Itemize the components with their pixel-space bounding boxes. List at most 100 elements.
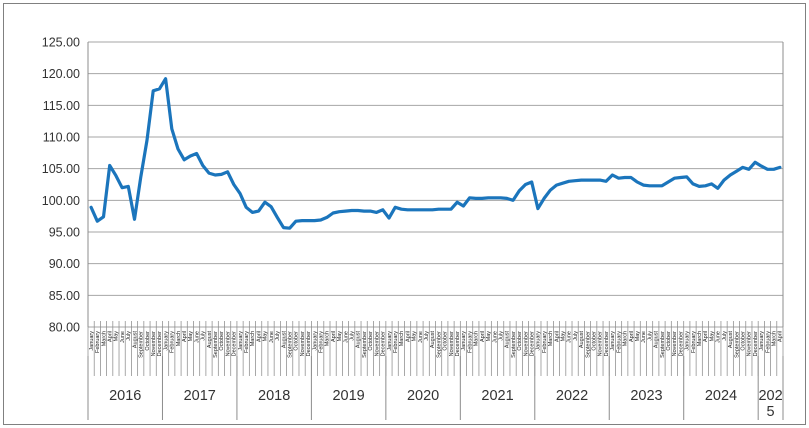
x-axis-month-label: December	[157, 331, 163, 357]
x-axis-month-label: August	[505, 331, 511, 349]
x-axis-month-label: June	[120, 331, 126, 343]
x-axis-month-label: August	[430, 331, 436, 349]
x-axis-month-label: August	[728, 331, 734, 349]
y-axis-tick-label: 105.00	[42, 162, 80, 176]
x-axis-month-label: May	[114, 331, 120, 342]
x-axis-month-label: July	[126, 331, 132, 341]
x-axis-month-label: October	[740, 331, 746, 351]
x-axis-month-label: September	[585, 331, 591, 358]
x-axis-month-label: February	[244, 331, 250, 353]
x-axis-month-label: July	[498, 331, 504, 341]
x-axis-month-label: April	[182, 331, 188, 342]
x-axis-month-label: December	[753, 331, 759, 357]
x-axis-month-label: April	[554, 331, 560, 342]
x-axis-month-label: March	[771, 331, 777, 346]
data-series-line	[89, 77, 782, 230]
x-axis-month-label: September	[213, 331, 219, 358]
x-axis-month-label: October	[294, 331, 300, 351]
year-label: 2020	[407, 388, 439, 404]
x-axis-month-label: October	[145, 331, 151, 351]
x-axis-month-label: December	[232, 331, 238, 357]
x-axis-month-label: June	[194, 331, 200, 343]
x-axis-month-label: December	[529, 331, 535, 357]
x-axis-month-label: July	[647, 331, 653, 341]
x-axis-month-label: December	[455, 331, 461, 357]
y-axis-tick-label: 125.00	[42, 36, 80, 50]
x-axis-month-label: January	[238, 331, 244, 351]
x-axis-month-label: June	[716, 331, 722, 343]
x-axis-month-label: May	[188, 331, 194, 342]
x-axis-month-label: November	[225, 331, 231, 357]
x-axis-month-label: August	[579, 331, 585, 349]
x-axis-month-label: December	[306, 331, 312, 357]
x-axis-month-label: December	[604, 331, 610, 357]
x-axis-month-label: June	[418, 331, 424, 343]
x-axis-month-label: February	[170, 331, 176, 353]
year-label: 2018	[258, 388, 290, 404]
x-axis-month-label: March	[399, 331, 405, 346]
x-axis-month-label: March	[325, 331, 331, 346]
x-axis-month-label: January	[536, 331, 542, 351]
x-axis-month-label: May	[709, 331, 715, 342]
y-axis-tick-label: 90.00	[49, 257, 80, 271]
x-axis-month-label: July	[424, 331, 430, 341]
y-axis-tick-label: 95.00	[49, 226, 80, 240]
x-axis-month-label: October	[517, 331, 523, 351]
x-axis-month-label: March	[623, 331, 629, 346]
x-axis-month-label: February	[616, 331, 622, 353]
x-axis-month-label: July	[350, 331, 356, 341]
year-label: 5	[767, 404, 775, 420]
x-axis-month-label: August	[281, 331, 287, 349]
x-axis-month-label: February	[467, 331, 473, 353]
x-axis-month-label: November	[598, 331, 604, 357]
x-axis-month-label: May	[337, 331, 343, 342]
x-axis-month-label: October	[592, 331, 598, 351]
x-axis-month-label: August	[654, 331, 660, 349]
x-axis-month-label: September	[287, 331, 293, 358]
x-axis-month-label: February	[319, 331, 325, 353]
x-axis-month-label: April	[629, 331, 635, 342]
x-axis-month-label: February	[691, 331, 697, 353]
x-axis-month-label: August	[356, 331, 362, 349]
x-axis-month-label: April	[256, 331, 262, 342]
x-axis-month-label: January	[163, 331, 169, 351]
year-label: 2019	[332, 388, 364, 404]
y-axis-tick-label: 80.00	[49, 321, 80, 335]
y-axis-tick-label: 115.00	[43, 99, 80, 113]
x-axis-month-label: June	[567, 331, 573, 343]
x-axis-month-label: January	[685, 331, 691, 351]
x-axis-month-label: August	[207, 331, 213, 349]
x-axis-month-label: January	[312, 331, 318, 351]
x-axis-month-label: October	[368, 331, 374, 351]
x-axis-month-label: November	[449, 331, 455, 357]
y-axis-tick-label: 85.00	[49, 289, 80, 303]
x-axis-month-label: September	[139, 331, 145, 358]
x-axis-month-label: April	[703, 331, 709, 342]
x-axis-month-label: November	[151, 331, 157, 357]
x-axis-month-label: December	[678, 331, 684, 357]
x-axis-month-label: September	[436, 331, 442, 358]
x-axis-month-label: January	[759, 331, 765, 351]
x-axis-month-label: September	[511, 331, 517, 358]
x-axis-month-label: March	[474, 331, 480, 346]
x-axis-month-label: February	[765, 331, 771, 353]
x-axis-month-label: July	[722, 331, 728, 341]
x-axis-month-label: March	[176, 331, 182, 346]
y-axis-tick-label: 100.00	[42, 194, 80, 208]
x-axis-month-label: October	[666, 331, 672, 351]
x-axis-month-label: May	[635, 331, 641, 342]
year-label: 2017	[184, 388, 216, 404]
x-axis-month-label: August	[132, 331, 138, 349]
x-axis-month-label: March	[548, 331, 554, 346]
year-label: 2021	[481, 388, 513, 404]
x-axis-month-label: July	[275, 331, 281, 341]
x-axis-month-label: November	[523, 331, 529, 357]
x-axis-month-label: January	[387, 331, 393, 351]
year-label: 202	[758, 388, 782, 404]
x-axis-month-label: April	[480, 331, 486, 342]
y-axis-tick-label: 110.00	[43, 131, 80, 145]
x-axis-month-label: February	[393, 331, 399, 353]
year-label: 2024	[705, 388, 737, 404]
